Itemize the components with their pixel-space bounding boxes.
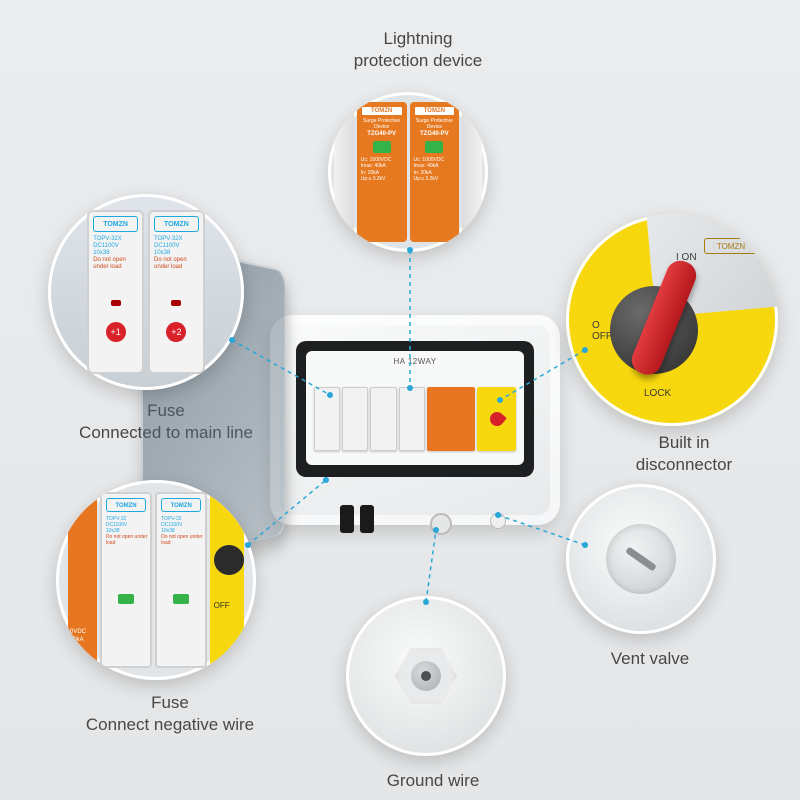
label-spd: Lightningprotection device	[338, 28, 498, 72]
fmh1-size: 10x38	[93, 250, 142, 257]
fuse-main-pair: TOMZN TOPV-32X DC1100V 10x38 Do not open…	[87, 210, 205, 375]
module-fuse-1	[314, 387, 340, 451]
module-fuse-4	[399, 387, 425, 451]
cable-gland	[430, 513, 452, 535]
fuse-neg-row: -PV 0VDC 00kA 0kA .2kV TOMZN TOPV-32 DC1…	[68, 492, 244, 668]
fno-3: .2kV	[70, 652, 86, 660]
fmh1-note: Do not open under load	[93, 257, 142, 271]
fnh1-txt: TOPV-32 DC1100V 10x38 Do not open under …	[106, 516, 150, 546]
callout-vent	[566, 484, 716, 634]
ground-bolt	[411, 661, 441, 691]
fnh1-window	[118, 594, 134, 604]
fnh2-txt: TOPV-32 DC1100V 10x38 Do not open under …	[161, 516, 205, 546]
mc4-connector-2	[360, 505, 374, 533]
callout-fuse-neg: -PV 0VDC 00kA 0kA .2kV TOMZN TOPV-32 DC1…	[56, 480, 256, 680]
fuse-neg-holder-1: TOMZN TOPV-32 DC1100V 10x38 Do not open …	[100, 492, 152, 668]
fno-0: 0VDC	[70, 629, 86, 637]
label-vent: Vent valve	[600, 648, 700, 670]
fmh2-window	[171, 300, 181, 306]
spd-model-2: TZG40-PV	[414, 131, 456, 137]
fnh2-note: Do not open under load	[161, 534, 205, 546]
fuse-neg-orange-suffix: -PV	[83, 496, 93, 502]
module-fuse-2	[342, 387, 368, 451]
fmh2-brand: TOMZN	[154, 216, 199, 232]
module-fuse-3	[370, 387, 396, 451]
spd-brand-2: TOMZN	[414, 106, 456, 116]
spd-edge-left	[334, 102, 353, 243]
fmh2-volt: DC1100V	[154, 243, 203, 250]
fnh2-window	[173, 594, 189, 604]
callout-fuse-main: TOMZN TOPV-32X DC1100V 10x38 Do not open…	[48, 194, 244, 390]
spd-spec-2d: Up:≤ 3.2kV	[414, 176, 456, 183]
box-panel: HA 12WAY	[306, 351, 524, 465]
spd-spec-1d: Up:≤ 3.2kV	[361, 176, 403, 183]
fmh1-volt: DC1100V	[93, 243, 142, 250]
fmh2-note: Do not open under load	[154, 257, 203, 271]
mc4-connector-1	[340, 505, 354, 533]
vent-port	[490, 513, 506, 529]
fnh1-note: Do not open under load	[106, 534, 150, 546]
fuse-neg-holder-2: TOMZN TOPV-32 DC1100V 10x38 Do not open …	[155, 492, 207, 668]
module-spd	[427, 387, 475, 451]
disc-pos-lock: LOCK	[644, 388, 671, 399]
fny-knob	[214, 545, 244, 575]
panel-model-label: HA 12WAY	[393, 357, 436, 366]
spd-brand-1: TOMZN	[361, 106, 403, 116]
callout-ground	[346, 596, 506, 756]
spd-module-2: TOMZN Surge Protective Device TZG40-PV U…	[410, 102, 460, 243]
spd-window-2	[425, 141, 443, 153]
fmh1-model: TOPV-32X	[93, 236, 142, 243]
spd-specs-1: Uc: 1000VDC Imax: 40kA In: 20kA Up:≤ 3.2…	[361, 157, 403, 183]
disc-brand: TOMZN	[704, 238, 758, 254]
disc-pos-off: OOFF	[592, 320, 612, 342]
spd-module-1: TOMZN Surge Protective Device TZG40-PV U…	[357, 102, 407, 243]
fuse-neg-orange-slice: -PV 0VDC 00kA 0kA .2kV	[68, 492, 97, 668]
fmh2-size: 10x38	[154, 250, 203, 257]
spd-sub-2: Surge Protective Device	[414, 118, 456, 130]
module-disconnector	[477, 387, 516, 451]
fno-1: 00kA	[70, 637, 86, 645]
fnh1-brand: TOMZN	[106, 498, 146, 512]
label-spd-text: Lightningprotection device	[354, 29, 483, 70]
disc-pos-on: I ON	[676, 252, 697, 263]
fmh2-txt: TOPV-32X DC1100V 10x38 Do not open under…	[154, 236, 203, 272]
fuse-neg-yellow-slice: OFF	[210, 492, 244, 668]
label-fuse-neg: FuseConnect negative wire	[70, 692, 270, 736]
callout-disconnector: TOMZN I ON OOFF LOCK	[566, 214, 778, 426]
fmh1-txt: TOPV-32X DC1100V 10x38 Do not open under…	[93, 236, 142, 272]
fuse-main-holder-2: TOMZN TOPV-32X DC1100V 10x38 Do not open…	[148, 210, 205, 375]
fuse-main-holder-1: TOMZN TOPV-32X DC1100V 10x38 Do not open…	[87, 210, 144, 375]
label-ground: Ground wire	[378, 770, 488, 792]
fno-2: 0kA	[70, 644, 86, 652]
label-disc-text: Built indisconnector	[636, 433, 732, 474]
spd-specs-2: Uc: 1000VDC Imax: 40kA In: 20kA Up:≤ 3.2…	[414, 157, 456, 183]
fmh1-window	[111, 300, 121, 306]
spd-pair: TOMZN Surge Protective Device TZG40-PV U…	[357, 102, 459, 243]
fmh1-brand: TOMZN	[93, 216, 138, 232]
label-vent-text: Vent valve	[611, 649, 689, 668]
fnh2-brand: TOMZN	[161, 498, 201, 512]
fmh2-model: TOPV-32X	[154, 236, 203, 243]
combiner-box: HA 12WAY	[270, 315, 560, 525]
spd-edge-right	[462, 102, 481, 243]
callout-spd: TOMZN Surge Protective Device TZG40-PV U…	[328, 92, 488, 252]
module-row	[314, 387, 516, 451]
label-ground-text: Ground wire	[387, 771, 480, 790]
fuse-neg-orange-specs: 0VDC 00kA 0kA .2kV	[70, 629, 86, 660]
spd-window-1	[373, 141, 391, 153]
label-fuse-neg-text: FuseConnect negative wire	[86, 693, 254, 734]
spd-sub-1: Surge Protective Device	[361, 118, 403, 130]
fny-off: OFF	[214, 601, 230, 610]
fmh1-marker: +1	[106, 322, 126, 342]
fmh2-marker: +2	[166, 322, 186, 342]
spd-model-1: TZG40-PV	[361, 131, 403, 137]
label-disconnector: Built indisconnector	[614, 432, 754, 476]
